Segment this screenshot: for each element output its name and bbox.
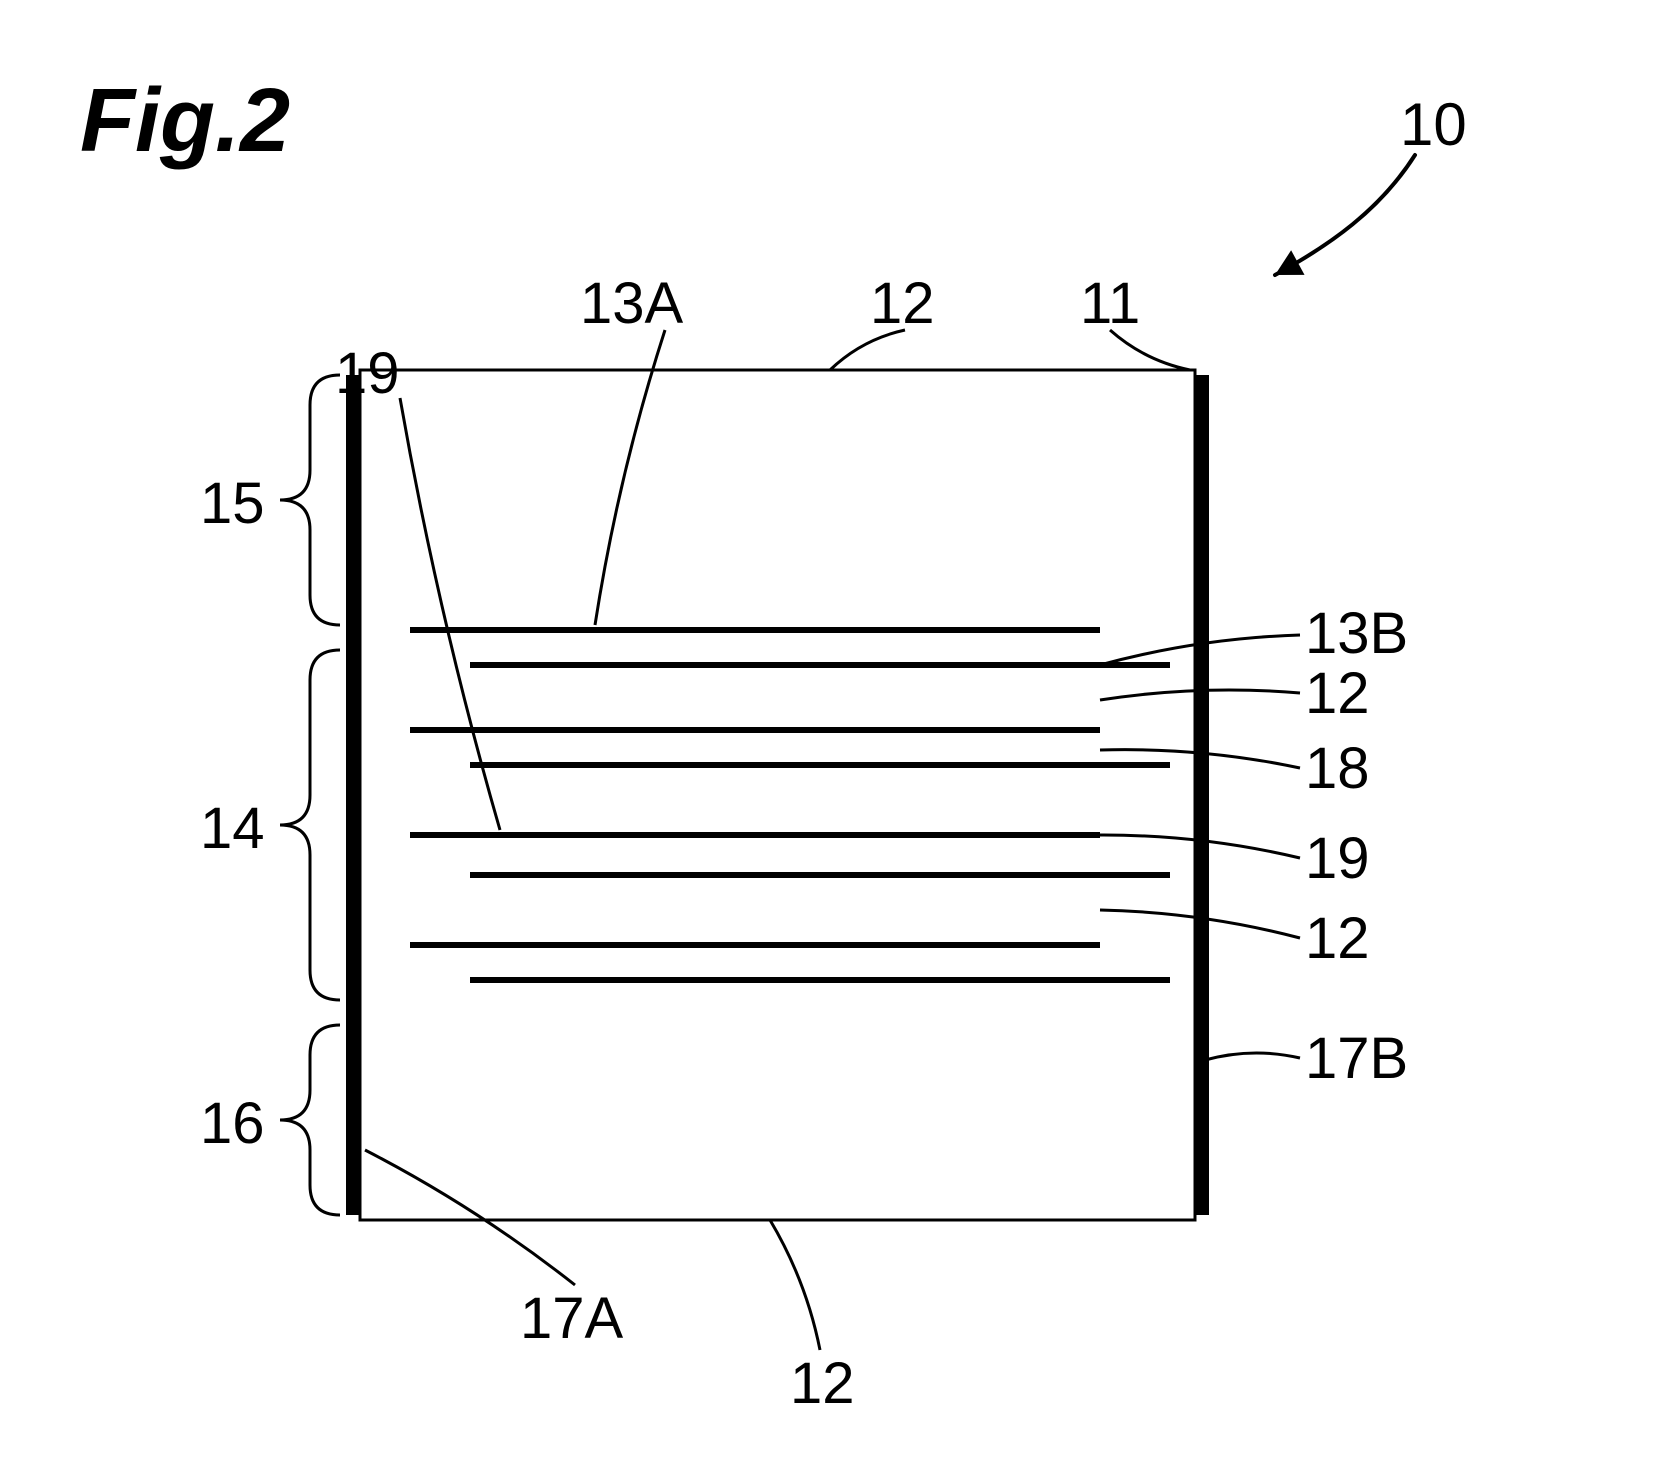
diagram-svg <box>0 0 1657 1464</box>
